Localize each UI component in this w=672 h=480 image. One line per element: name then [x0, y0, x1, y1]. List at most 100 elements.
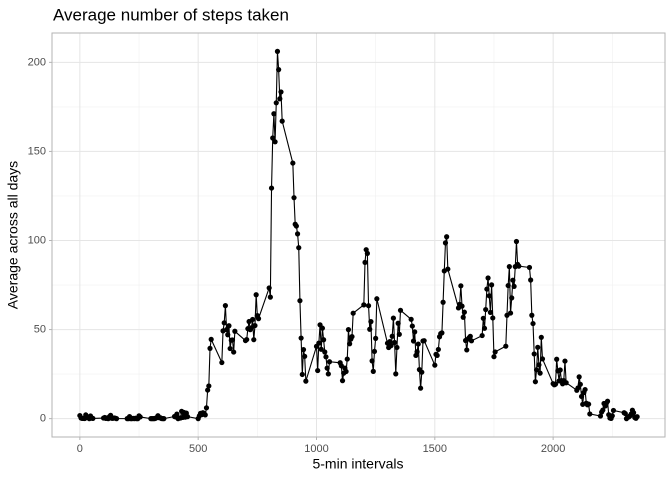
data-point — [279, 118, 285, 124]
data-point — [538, 334, 544, 340]
data-point — [255, 316, 262, 322]
data-point — [369, 358, 375, 364]
data-point — [634, 414, 640, 420]
data-point — [393, 371, 399, 377]
data-point — [480, 315, 486, 321]
data-point — [434, 352, 440, 359]
data-point — [435, 346, 441, 353]
data-point — [532, 379, 538, 385]
y-tick-label: 150 — [28, 145, 46, 157]
data-point — [316, 340, 322, 346]
data-point — [530, 320, 536, 327]
data-point — [432, 362, 438, 368]
data-point — [507, 310, 514, 316]
data-point — [464, 347, 470, 353]
data-point — [552, 381, 559, 387]
data-point — [439, 330, 445, 336]
data-point — [484, 286, 490, 292]
data-point — [387, 338, 393, 345]
data-point — [388, 343, 394, 349]
x-tick-label: 1000 — [304, 443, 328, 455]
data-point — [227, 345, 233, 352]
data-point — [270, 135, 276, 141]
data-point — [324, 365, 330, 371]
data-point — [370, 368, 376, 374]
data-point — [445, 266, 451, 272]
data-point — [272, 139, 278, 145]
data-point — [298, 335, 304, 341]
data-point — [184, 414, 191, 420]
data-point — [578, 393, 585, 400]
data-point — [510, 277, 516, 283]
data-point — [318, 346, 324, 352]
data-point — [487, 309, 494, 315]
data-point — [267, 294, 273, 300]
data-point — [557, 367, 563, 373]
data-point — [291, 195, 297, 201]
data-point — [345, 327, 352, 333]
data-point — [350, 310, 356, 316]
data-point — [364, 250, 370, 256]
data-point — [344, 356, 350, 362]
data-point — [419, 369, 425, 375]
data-point — [273, 100, 279, 106]
data-point — [414, 349, 420, 355]
data-point — [222, 303, 228, 309]
x-tick-label: 1500 — [423, 443, 447, 455]
data-point — [297, 298, 303, 304]
data-point — [276, 67, 282, 73]
data-point — [397, 307, 404, 313]
data-point — [409, 323, 415, 329]
data-point — [421, 338, 427, 344]
data-point — [486, 293, 492, 299]
data-point — [315, 367, 321, 374]
y-tick-label: 0 — [40, 413, 46, 425]
data-point — [576, 374, 582, 380]
data-point — [231, 349, 237, 355]
data-point — [483, 306, 489, 313]
data-point — [244, 336, 250, 343]
data-point — [511, 283, 517, 289]
data-point — [528, 277, 534, 283]
data-point — [268, 185, 275, 191]
data-point — [563, 380, 569, 386]
data-point — [535, 344, 541, 350]
data-point — [600, 407, 606, 413]
data-point — [505, 282, 511, 289]
data-point — [225, 332, 231, 338]
data-point — [174, 411, 180, 417]
data-point — [296, 245, 302, 251]
data-point — [587, 411, 593, 417]
data-point — [205, 387, 211, 393]
data-point — [491, 354, 497, 360]
data-point — [503, 343, 509, 349]
data-point — [207, 345, 213, 351]
data-point — [586, 401, 592, 407]
data-point — [293, 223, 299, 229]
data-point — [481, 325, 488, 331]
data-point — [251, 337, 257, 343]
data-point — [232, 328, 238, 334]
data-point — [468, 338, 475, 344]
data-point — [408, 316, 414, 322]
data-point — [320, 337, 327, 343]
data-point — [229, 337, 236, 343]
data-point — [604, 398, 611, 404]
data-point — [339, 378, 346, 384]
data-point — [526, 264, 533, 271]
data-point — [221, 320, 227, 326]
data-point — [459, 303, 465, 309]
data-point — [444, 234, 450, 240]
data-point — [294, 231, 301, 237]
data-point — [271, 111, 277, 117]
panel-border — [51, 32, 666, 438]
data-point — [610, 407, 617, 414]
data-point — [440, 299, 446, 305]
data-point — [531, 351, 537, 357]
data-point — [302, 353, 308, 359]
data-point — [368, 319, 374, 325]
data-point — [303, 378, 309, 384]
data-point — [490, 315, 496, 321]
data-point — [396, 331, 402, 337]
x-tick-label: 500 — [189, 443, 207, 455]
